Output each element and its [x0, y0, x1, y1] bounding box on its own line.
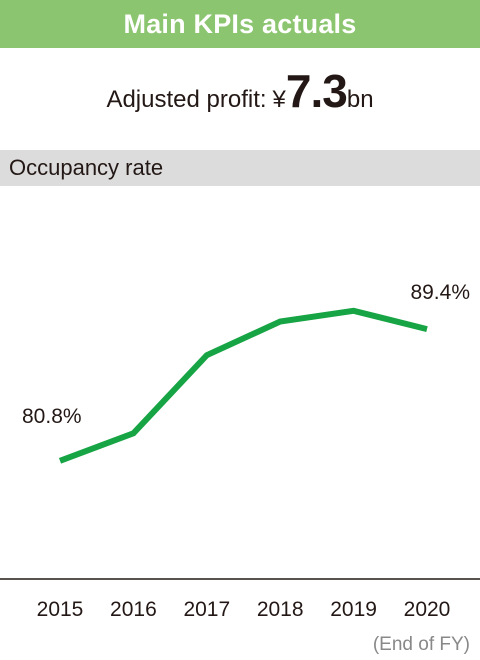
- adjusted-profit-value: 7.3: [285, 65, 348, 117]
- x-tick-label: 2015: [37, 598, 84, 621]
- data-label: 80.8%: [22, 405, 82, 428]
- adjusted-profit-unit: bn: [346, 86, 374, 113]
- fiscal-year-note: (End of FY): [373, 634, 470, 655]
- x-tick-label: 2019: [330, 598, 377, 621]
- kpi-header-banner: Main KPIs actuals: [0, 0, 480, 48]
- x-tick-labels: 2015 2016 2017 2018 2019 2020: [37, 598, 451, 621]
- kpi-header-title: Main KPIs actuals: [123, 8, 357, 39]
- x-tick-label: 2018: [257, 598, 304, 621]
- x-tick-label: 2017: [183, 598, 230, 621]
- adjusted-profit: Adjusted profit: ¥ 7.3 bn: [0, 64, 480, 134]
- data-labels: 80.8% 89.4%: [22, 281, 470, 428]
- occupancy-series-line: [58, 307, 428, 464]
- x-tick-label: 2016: [110, 598, 157, 621]
- occupancy-rate-chart: 80.8% 89.4% 2015 2016 2017 2018 2019 2020 (End…: [0, 281, 480, 655]
- adjusted-profit-currency: ¥: [272, 86, 286, 113]
- occupancy-rate-header: Occupancy rate: [0, 150, 480, 186]
- adjusted-profit-label: Adjusted profit:: [106, 86, 267, 113]
- x-tick-label: 2020: [404, 598, 451, 621]
- data-label: 89.4%: [410, 281, 470, 304]
- occupancy-rate-title: Occupancy rate: [9, 155, 164, 180]
